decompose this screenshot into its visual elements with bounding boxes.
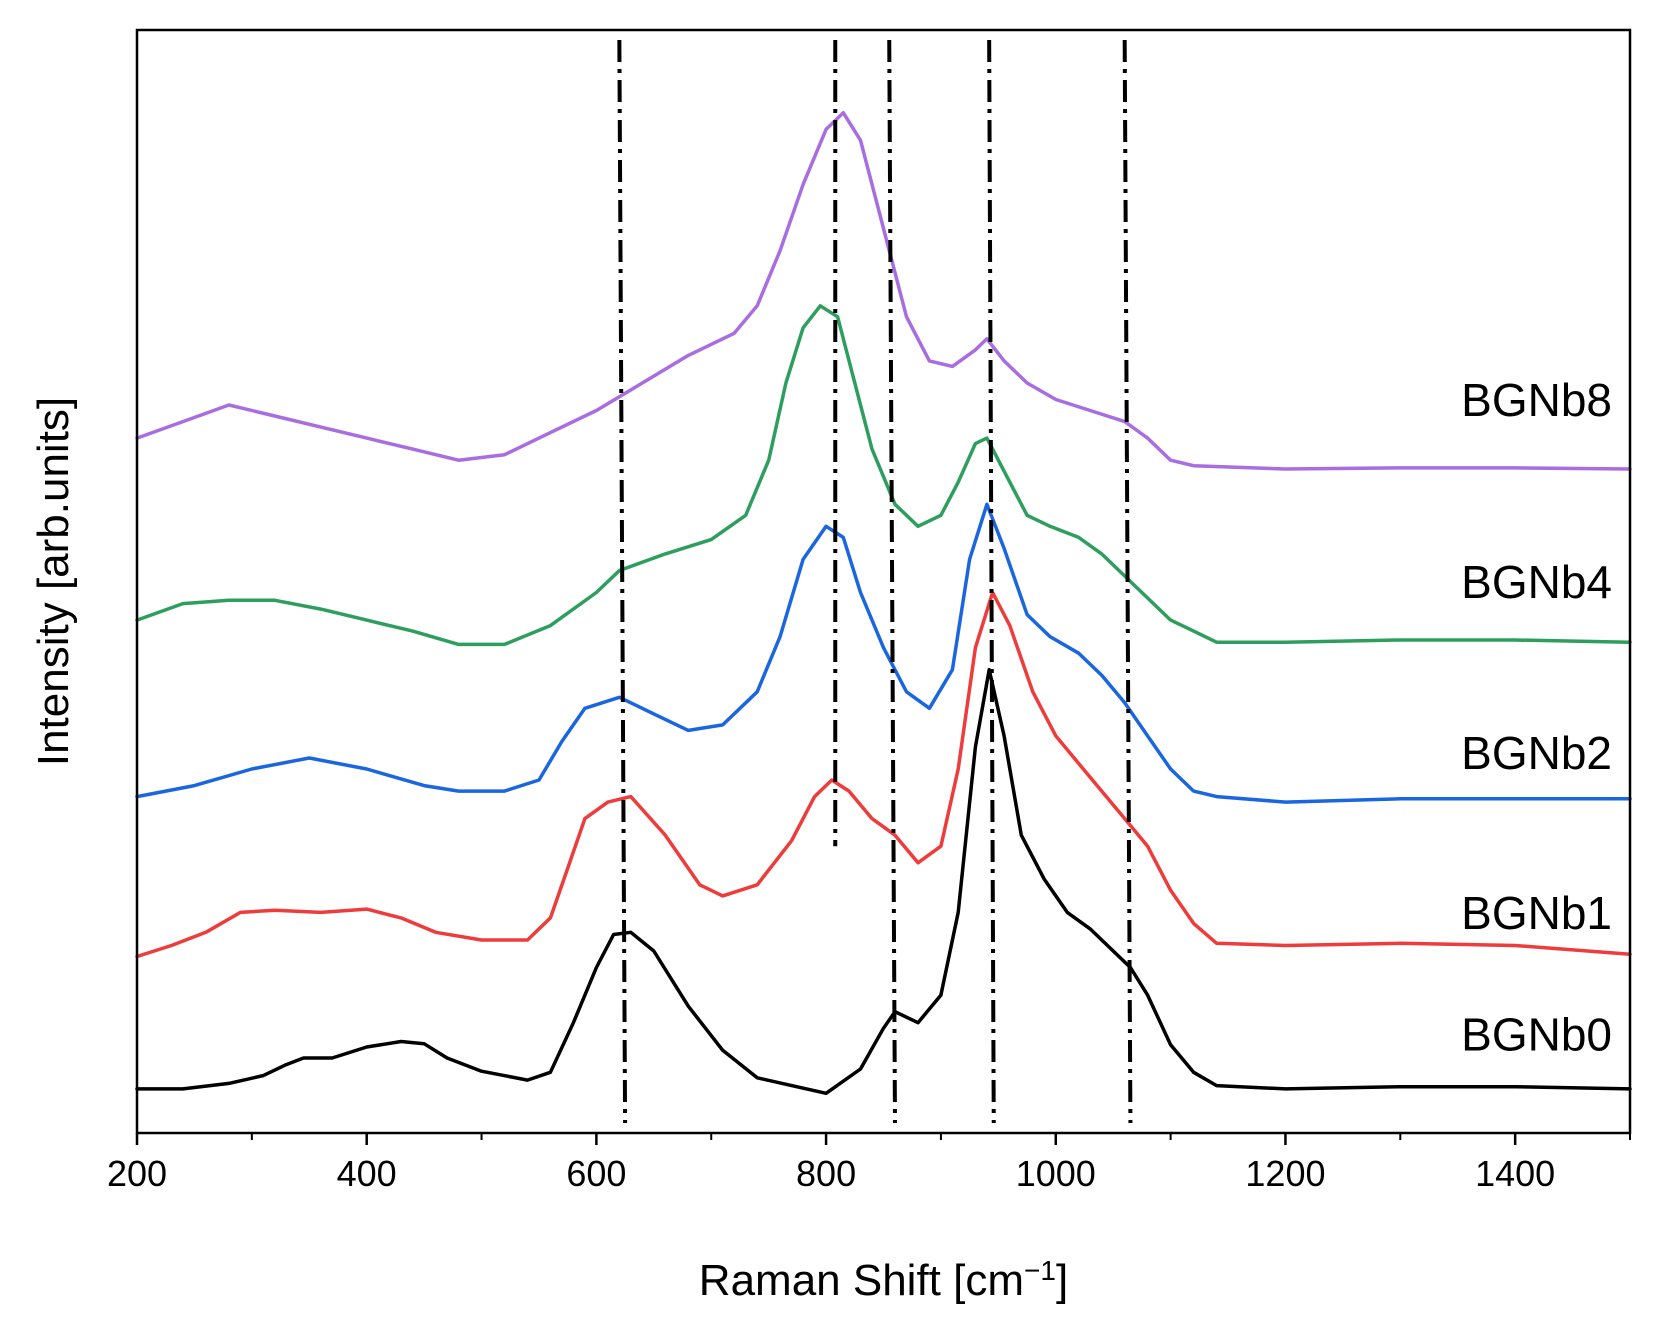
x-tick-label-1400: 1400 <box>1475 1153 1555 1194</box>
series-labels: BGNb0 BGNb1 BGNb2 BGNb4 BGNb8 <box>1461 374 1612 1060</box>
reference-line-1060 <box>1122 39 1133 1124</box>
series-line-bgnb1 <box>135 590 1632 959</box>
x-axis-title: Raman Shift [cm−1] <box>699 1255 1068 1306</box>
x-axis-title-end: ] <box>1056 1256 1068 1305</box>
series-line-bgnb8 <box>135 110 1632 471</box>
x-tick-label-1000: 1000 <box>1016 1153 1096 1194</box>
reference-lines <box>617 39 1133 1124</box>
series-label-bgnb8: BGNb8 <box>1461 374 1612 426</box>
reference-line-620 <box>617 39 628 1124</box>
x-tick-label-800: 800 <box>796 1153 856 1194</box>
series-label-bgnb4: BGNb4 <box>1461 556 1612 608</box>
plot-area: BGNb0 BGNb1 BGNb2 BGNb4 BGNb8 200 400 600 800 10… <box>107 28 1632 1194</box>
plot-frame <box>135 28 1632 1135</box>
series-label-bgnb0: BGNb0 <box>1461 1008 1612 1060</box>
series-line-bgnb2 <box>135 502 1632 804</box>
x-tick-label-400: 400 <box>337 1153 397 1194</box>
y-axis-title: Intensity [arb.units] <box>29 397 78 766</box>
series-line-bgnb4 <box>135 304 1632 647</box>
x-tick-label-600: 600 <box>566 1153 626 1194</box>
x-axis-title-sup: −1 <box>1024 1255 1056 1286</box>
series-layer <box>135 110 1632 1096</box>
reference-line-855 <box>887 39 897 1124</box>
series-label-bgnb1: BGNb1 <box>1461 887 1612 939</box>
x-axis-ticks: 200 400 600 800 1000 1200 1400 <box>107 1133 1631 1194</box>
x-axis-title-main: Raman Shift [cm <box>699 1256 1024 1305</box>
series-label-bgnb2: BGNb2 <box>1461 727 1612 779</box>
x-tick-label-200: 200 <box>107 1153 167 1194</box>
x-tick-label-1200: 1200 <box>1245 1153 1325 1194</box>
reference-line-942 <box>987 39 996 1124</box>
series-line-bgnb0 <box>135 667 1632 1096</box>
